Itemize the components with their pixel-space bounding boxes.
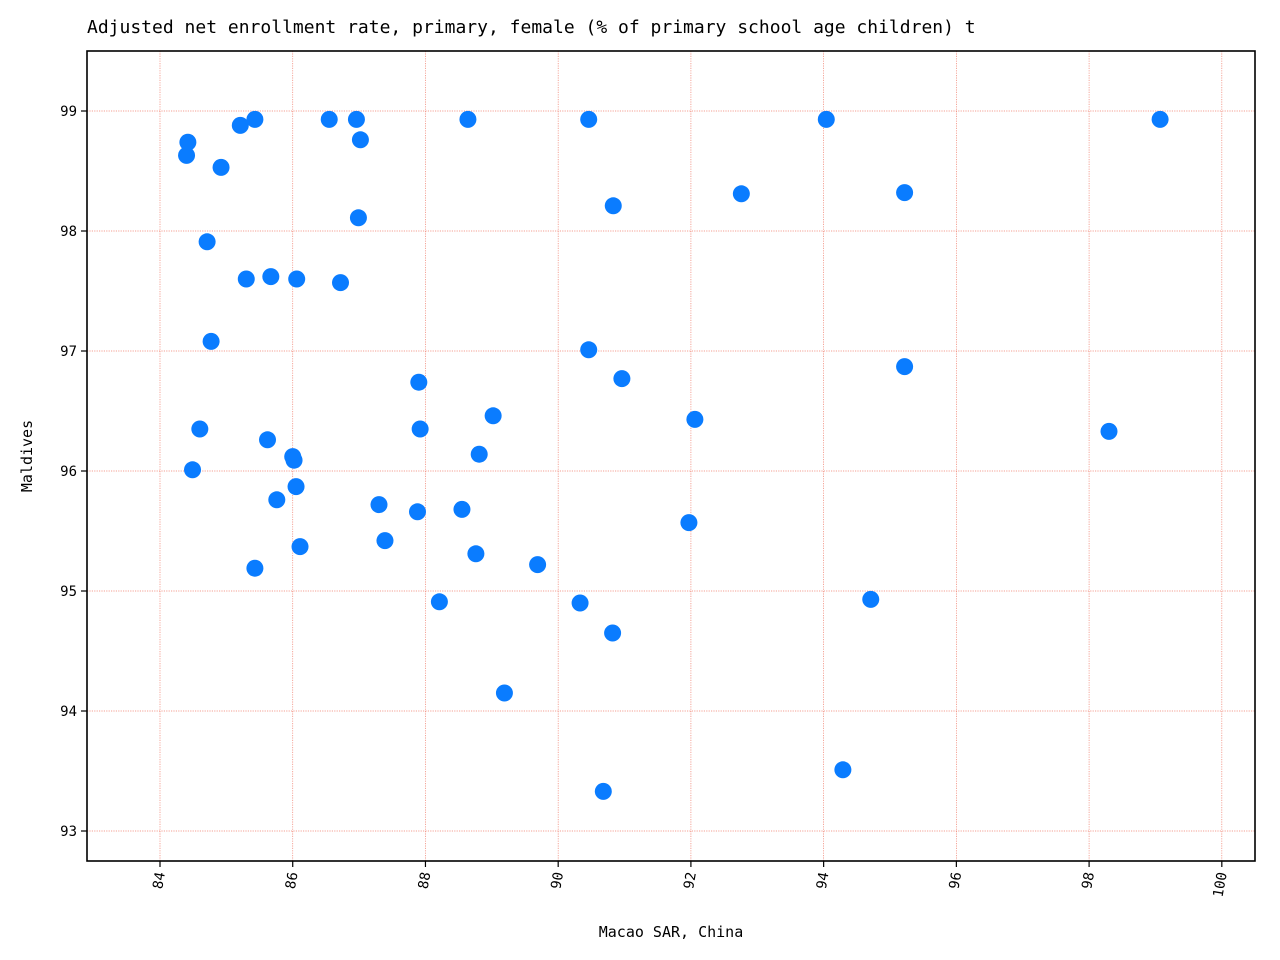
ticks-layer: 84 86 88 90 92 94 96 98 100 93 94 95 96 97 98 99 [60,104,1231,899]
x-tick-label: 84 [150,871,169,890]
scatter-point [896,358,914,376]
scatter-point [680,514,698,532]
y-tick-label: 95 [60,584,77,600]
y-tick-label: 98 [60,224,77,240]
x-tick-label: 92 [681,871,700,890]
scatter-point [410,373,428,391]
scatter-point [291,538,309,556]
scatter-point [370,496,388,514]
scatter-point [320,110,338,128]
scatter-point [580,110,598,128]
chart-title: Adjusted net enrollment rate, primary, f… [87,17,976,38]
scatter-point [178,146,196,164]
scatter-point [237,270,255,288]
scatter-point [408,503,426,521]
scatter-point [411,420,429,438]
scatter-point [1151,110,1169,128]
scatter-point [862,590,880,608]
scatter-point [453,500,471,518]
scatter-point [332,274,350,292]
scatter-point [246,559,264,577]
scatter-point [604,624,622,642]
scatter-point [202,332,220,350]
y-tick-label: 94 [60,704,77,720]
scatter-point [285,451,303,469]
scatter-point [198,233,216,251]
y-axis-label: Maldives [18,420,36,492]
scatter-point [896,184,914,202]
plot-frame [86,50,1256,862]
scatter-point [470,445,488,463]
y-tick-label: 97 [60,344,77,360]
scatter-point [349,209,367,227]
scatter-point [231,116,249,134]
x-tick-label: 94 [814,871,833,890]
y-tick-label: 93 [60,824,77,840]
scatter-point [259,431,277,449]
scatter-point [347,110,365,128]
scatter-point [834,761,852,779]
scatter-point [580,341,598,359]
scatter-point [212,158,230,176]
scatter-point [288,270,306,288]
scatter-point [179,133,197,151]
grid-layer [87,51,1255,861]
x-tick-label: 86 [283,871,302,890]
scatter-point [495,684,513,702]
scatter-point [268,491,286,509]
scatter-point [262,268,280,286]
scatter-point [376,532,394,550]
scatter-point [459,110,477,128]
scatter-point [191,420,209,438]
x-tick-label: 88 [416,871,435,890]
scatter-point [287,478,305,496]
y-tick-label: 96 [60,464,77,480]
scatter-point [184,461,202,479]
scatter-point [430,593,448,611]
scatter-point [351,131,369,149]
scatter-point [732,185,750,203]
x-tick-label: 90 [548,871,567,890]
scatter-point [686,410,704,428]
points-layer [178,110,1169,800]
x-tick-label: 98 [1079,871,1098,890]
x-axis-label: Macao SAR, China [599,923,744,941]
scatter-point [594,782,612,800]
scatter-point [604,197,622,215]
scatter-point [817,110,835,128]
scatter-point [246,110,264,128]
scatter-point [467,545,485,563]
x-tick-label: 96 [947,871,966,890]
scatter-point [529,556,547,574]
x-tick-label: 100 [1211,871,1231,899]
y-tick-label: 99 [60,104,77,120]
scatter-point [1100,422,1118,440]
scatter-point [484,407,502,425]
scatter-point [571,594,589,612]
scatter-point [613,370,631,388]
